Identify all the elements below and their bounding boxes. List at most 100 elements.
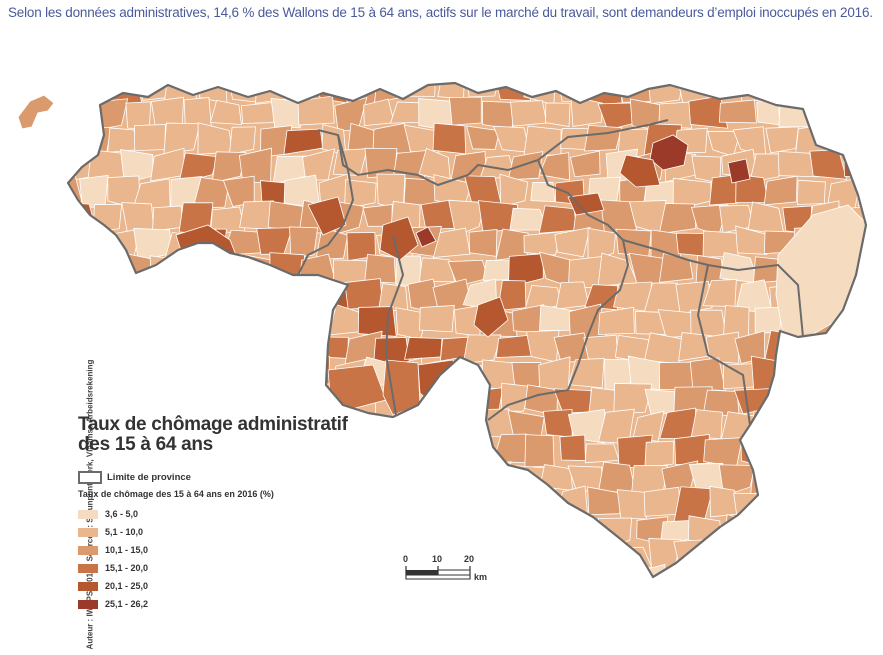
commune-area (822, 538, 863, 572)
commune-area (268, 359, 305, 389)
commune-area (149, 255, 186, 287)
commune-area (79, 174, 109, 209)
commune-area (871, 410, 874, 437)
commune-area (694, 564, 728, 577)
commune-area (554, 227, 591, 258)
commune-area (703, 437, 743, 468)
commune-area (720, 563, 753, 577)
commune-area (873, 155, 874, 181)
scale-bar (405, 566, 471, 580)
legend-class: 25,1 - 26,2 (78, 599, 148, 609)
commune-area (239, 358, 277, 391)
commune-area (810, 411, 848, 442)
commune-area (255, 382, 292, 416)
commune-area (432, 122, 467, 155)
commune-area (752, 564, 782, 577)
commune-area (838, 409, 866, 444)
commune-area (68, 105, 97, 127)
commune-area (305, 306, 332, 337)
commune-area (152, 358, 183, 383)
commune-area (451, 463, 488, 495)
commune-area (735, 225, 772, 255)
commune-area (297, 95, 335, 126)
commune-area (330, 566, 369, 577)
commune-area (764, 389, 799, 413)
legend-swatch (78, 509, 98, 519)
commune-area (373, 437, 408, 466)
commune-area (283, 279, 317, 311)
commune-area (463, 492, 498, 521)
commune-area (104, 382, 138, 417)
commune-area (68, 253, 99, 287)
commune-area (764, 489, 800, 518)
commune-area (93, 255, 120, 283)
commune-area (732, 541, 774, 566)
commune-area (209, 99, 242, 125)
commune-area (403, 83, 436, 97)
commune-area (74, 83, 112, 104)
commune-area (68, 490, 78, 523)
commune-area (587, 486, 623, 516)
commune-area (284, 332, 323, 360)
commune-area (546, 567, 575, 577)
commune-area (282, 385, 316, 416)
legend-title-line2: des 15 à 64 ans (78, 434, 213, 455)
commune-area (483, 566, 517, 577)
commune-area (568, 568, 607, 577)
legend-swatch (78, 545, 98, 555)
commune-area (117, 361, 158, 392)
commune-area (813, 102, 846, 132)
scale-tick-0: 0 (403, 554, 409, 564)
commune-area (68, 230, 81, 262)
scale-tick-10: 10 (432, 554, 443, 564)
commune-area (808, 513, 843, 546)
commune-area (539, 464, 574, 492)
commune-area (838, 98, 866, 132)
commune-area (499, 173, 529, 208)
commune-area (813, 465, 842, 491)
commune-area (358, 515, 396, 548)
province-boundary (537, 119, 669, 161)
commune-area (151, 205, 184, 232)
commune-area (468, 229, 498, 257)
commune-area (796, 179, 826, 205)
commune-area (539, 513, 577, 546)
commune-area (569, 150, 601, 178)
commune-area (658, 203, 697, 235)
commune-area (584, 443, 620, 464)
commune-area (404, 337, 443, 360)
commune-area (178, 152, 219, 184)
commune-area (597, 306, 635, 335)
commune-area (658, 101, 695, 129)
commune-area (342, 487, 379, 521)
commune-area (598, 461, 637, 495)
commune-area (764, 538, 798, 574)
commune-area (792, 381, 831, 418)
commune-area (871, 308, 874, 340)
commune-area (68, 542, 83, 573)
commune-area (828, 491, 859, 522)
commune-area (435, 489, 469, 517)
commune-area (333, 464, 364, 497)
commune-area (192, 177, 230, 209)
commune-area (555, 281, 590, 310)
commune-area (107, 333, 143, 361)
commune-area (185, 567, 218, 577)
commune-area (315, 336, 349, 359)
legend-swatch (78, 581, 98, 591)
province-boundary (622, 239, 804, 338)
commune-area (542, 409, 573, 438)
commune-area (223, 538, 262, 574)
commune-area (529, 488, 559, 513)
commune-area (164, 334, 200, 366)
commune-area (844, 304, 866, 338)
commune-area (811, 359, 846, 391)
commune-area (483, 518, 511, 545)
commune-area (824, 332, 858, 361)
commune-area (795, 83, 829, 102)
legend-province-boundary: Limite de province (78, 471, 191, 484)
commune-area (795, 487, 828, 517)
commune-area (860, 434, 866, 467)
commune-area (164, 540, 203, 574)
commune-area (316, 490, 350, 519)
